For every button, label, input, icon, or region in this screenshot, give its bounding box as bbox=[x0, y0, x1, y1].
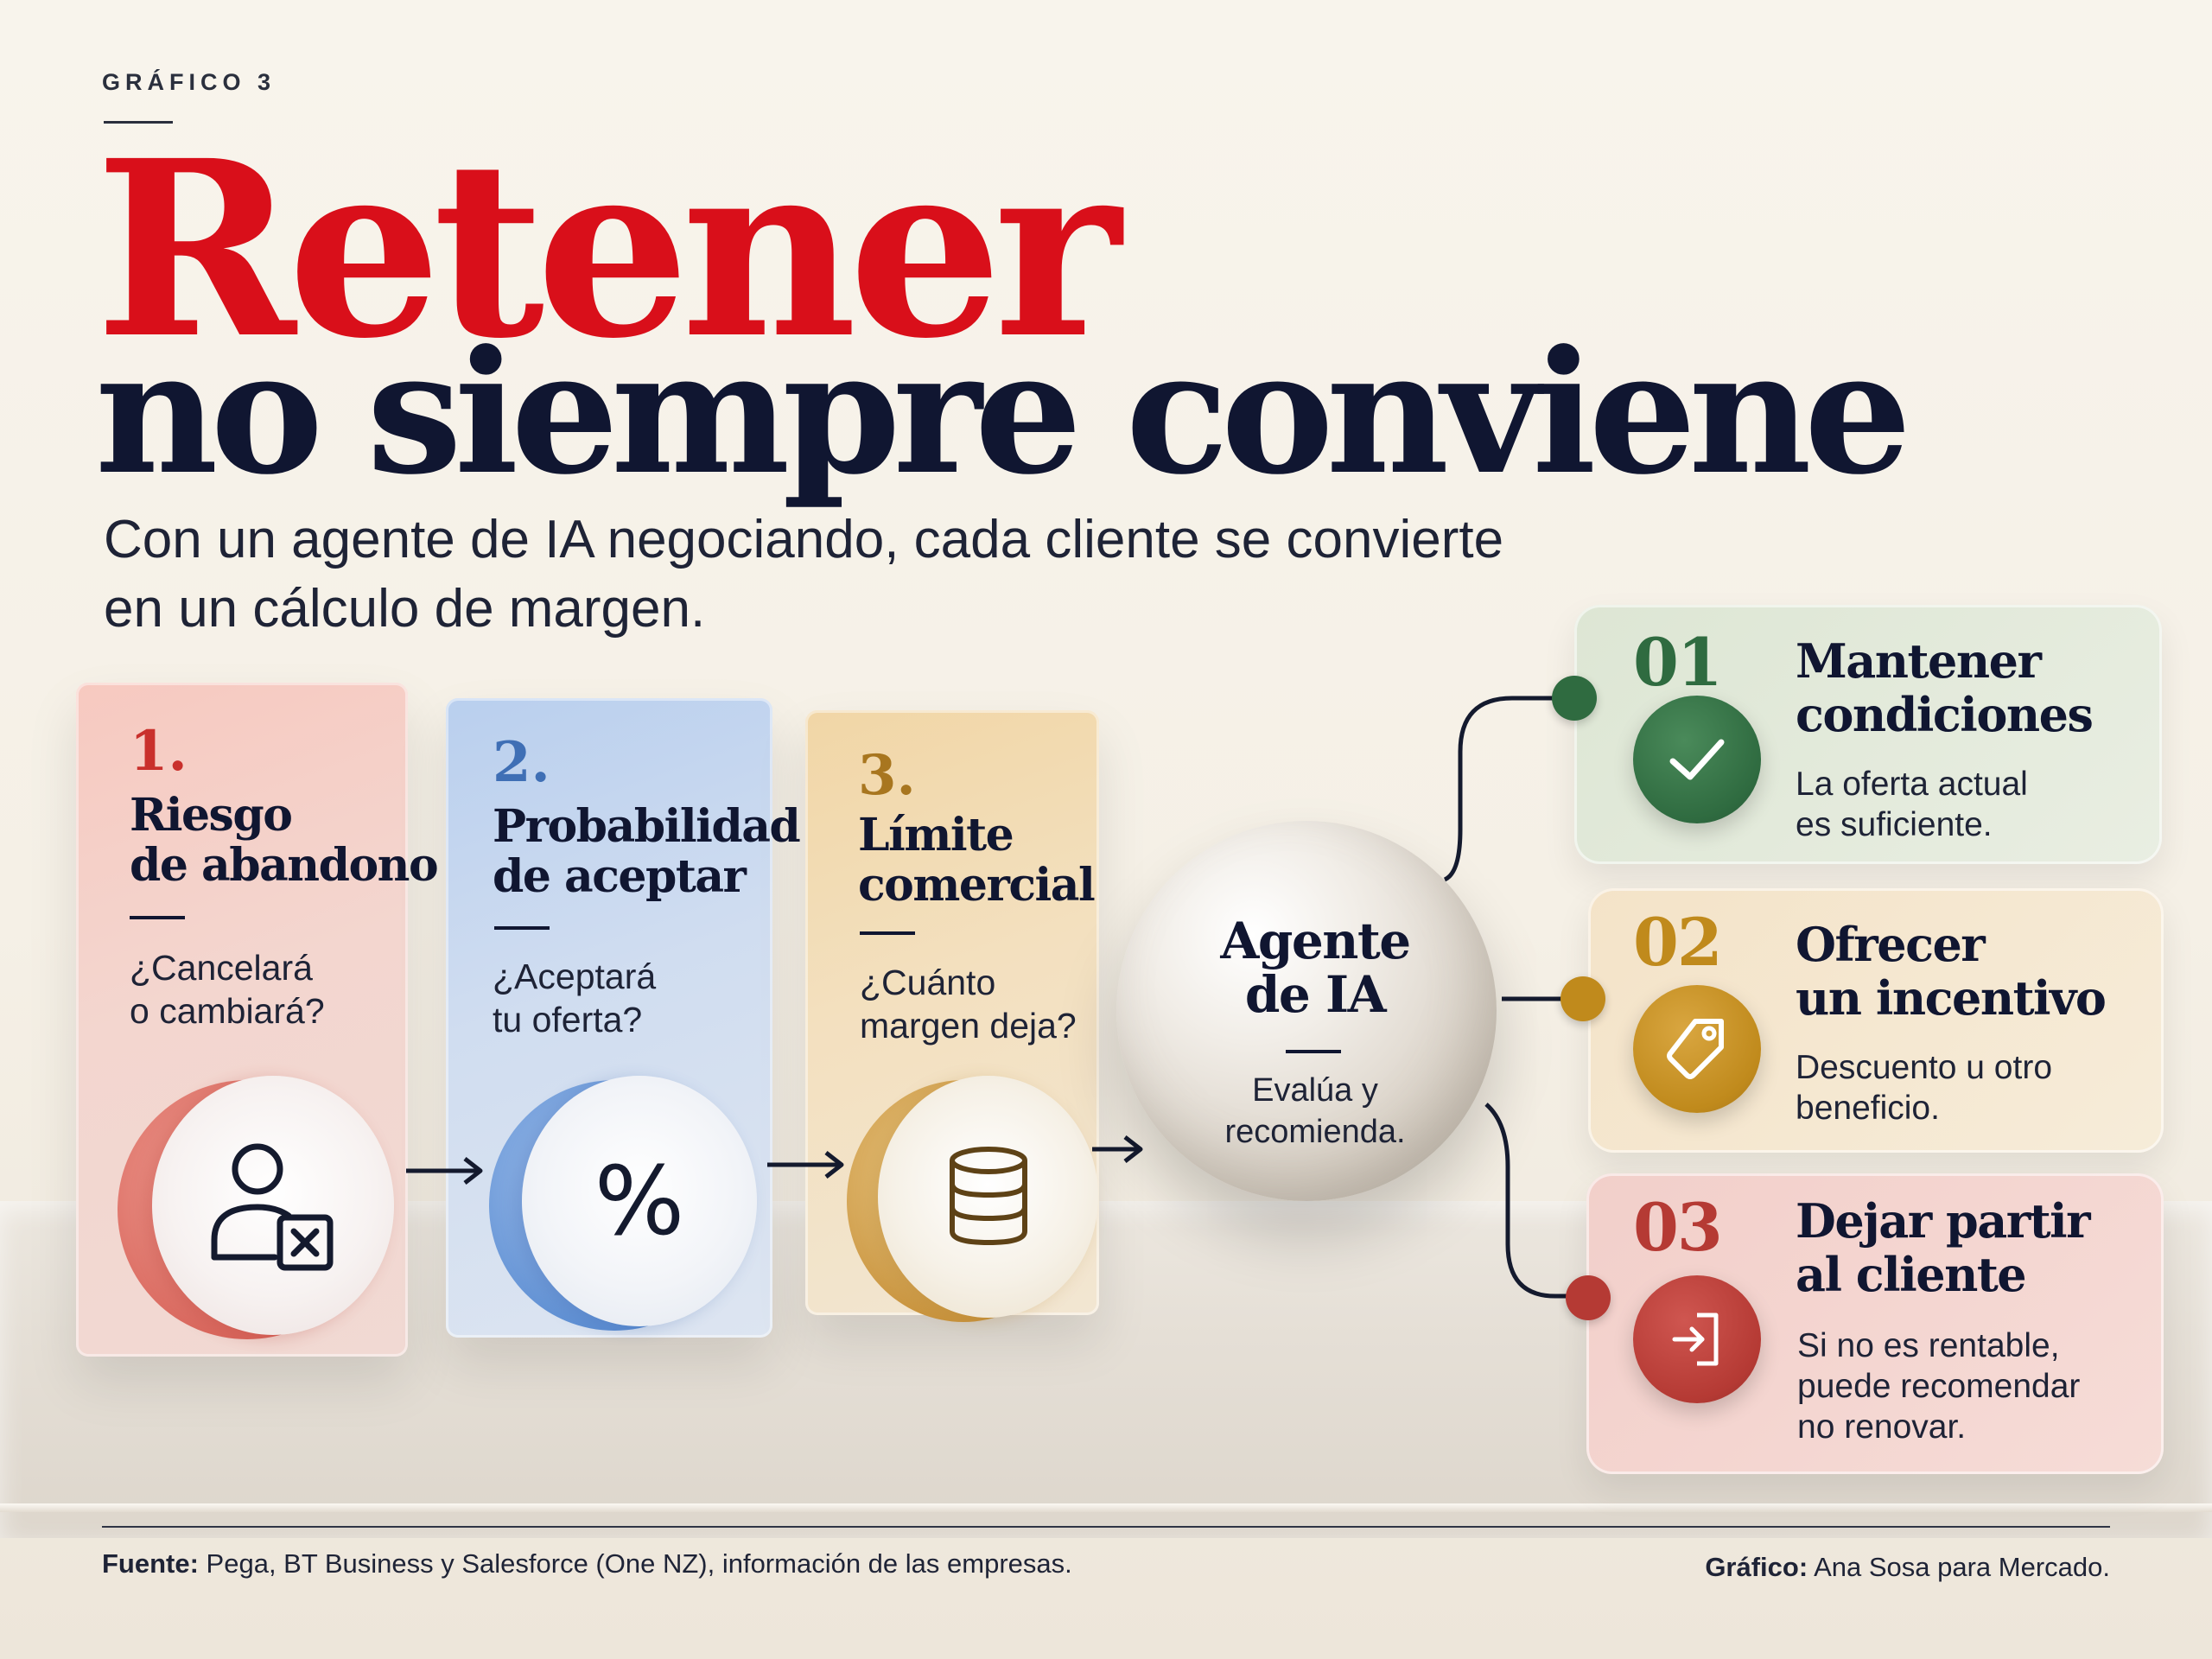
kicker-rule bbox=[104, 121, 173, 124]
option-title-line: al cliente bbox=[1796, 1247, 2027, 1302]
footer-rule bbox=[102, 1526, 2110, 1528]
option-text: La oferta actual es suficiente. bbox=[1796, 764, 2028, 845]
connector-dot bbox=[1560, 976, 1605, 1021]
step-question-line: o cambiará? bbox=[130, 991, 325, 1031]
option-title-line: Mantener bbox=[1796, 633, 2042, 689]
step-rule bbox=[130, 916, 185, 919]
checkmark-badge bbox=[1633, 696, 1761, 823]
option-text: Descuento u otro beneficio. bbox=[1796, 1047, 2052, 1128]
step-question-line: margen deja? bbox=[860, 1006, 1077, 1046]
step-title-line: de abandono bbox=[130, 839, 439, 892]
step-question-line: tu oferta? bbox=[493, 1000, 643, 1039]
user-x-disc bbox=[152, 1076, 394, 1335]
step-question: ¿Aceptará tu oferta? bbox=[493, 955, 656, 1041]
credit-label: Gráfico: bbox=[1705, 1552, 1808, 1582]
agent-rule bbox=[1286, 1050, 1341, 1053]
step-question-line: ¿Cuánto bbox=[860, 963, 996, 1002]
kicker-label: GRÁFICO 3 bbox=[102, 69, 276, 95]
checkmark-icon bbox=[1669, 739, 1725, 780]
step-title-line: comercial bbox=[858, 859, 1096, 912]
option-number: 03 bbox=[1633, 1189, 1723, 1266]
subtitle-line-2: en un cálculo de margen. bbox=[104, 579, 706, 639]
option-title-line: Ofrecer bbox=[1796, 917, 1986, 972]
step-question-line: ¿Cancelará bbox=[130, 948, 313, 988]
agent-text-line: recomienda. bbox=[1224, 1114, 1406, 1150]
arrow-right-icon bbox=[767, 1151, 844, 1179]
exit-door-icon bbox=[1672, 1313, 1719, 1366]
step-number: 3. bbox=[858, 743, 916, 808]
step-title: Probabilidad de aceptar bbox=[493, 800, 801, 903]
connector-dot bbox=[1552, 676, 1597, 721]
agent-sphere bbox=[1116, 821, 1497, 1201]
credit-text: Ana Sosa para Mercado. bbox=[1808, 1552, 2110, 1582]
option-title-line: Dejar partir bbox=[1796, 1193, 2091, 1249]
price-tag-badge bbox=[1633, 985, 1761, 1113]
source-text: Pega, BT Business y Salesforce (One NZ),… bbox=[198, 1548, 1072, 1579]
step-rule bbox=[494, 926, 550, 930]
agent-text: Evalúa y recomienda. bbox=[1160, 1070, 1471, 1153]
option-text-line: es suficiente. bbox=[1796, 806, 1993, 843]
arrow-right-icon bbox=[1092, 1135, 1143, 1163]
option-text-line: puede recomendar bbox=[1797, 1368, 2081, 1405]
step-number: 2. bbox=[493, 730, 550, 795]
option-title-line: un incentivo bbox=[1796, 970, 2107, 1026]
agent-title-line: Agente bbox=[1220, 912, 1411, 970]
floor-edge bbox=[0, 1503, 2212, 1512]
option-title: Ofrecer un incentivo bbox=[1796, 917, 2107, 1026]
source-label: Fuente: bbox=[102, 1548, 199, 1579]
option-title: Mantener condiciones bbox=[1796, 633, 2094, 742]
title-line-1: Retener bbox=[95, 108, 1122, 392]
step-title: Riesgo de abandono bbox=[130, 789, 439, 892]
option-text-line: Si no es rentable, bbox=[1797, 1327, 2060, 1364]
user-x-icon bbox=[211, 1143, 334, 1271]
subtitle-line-1: Con un agente de IA negociando, cada cli… bbox=[104, 510, 1504, 569]
step-title-line: de aceptar bbox=[493, 850, 747, 903]
agent-title: Agente de IA bbox=[1168, 914, 1462, 1021]
step-title: Límite comercial bbox=[858, 809, 1096, 912]
agent-text-line: Evalúa y bbox=[1252, 1072, 1378, 1109]
step-title-line: Riesgo bbox=[130, 789, 293, 842]
price-tag-icon bbox=[1667, 1019, 1724, 1079]
step-question: ¿Cuánto margen deja? bbox=[860, 961, 1077, 1047]
option-text-line: Descuento u otro bbox=[1796, 1049, 2053, 1086]
step-question: ¿Cancelará o cambiará? bbox=[130, 946, 325, 1033]
footer-credit: Gráfico: Ana Sosa para Mercado. bbox=[1705, 1552, 2110, 1583]
coins-stack-icon bbox=[949, 1147, 1027, 1246]
option-number: 02 bbox=[1633, 904, 1723, 981]
step-number: 1. bbox=[130, 719, 188, 784]
title-line-2: no siempre conviene bbox=[95, 314, 1911, 512]
coins-disc bbox=[878, 1076, 1098, 1318]
connector-dot bbox=[1566, 1275, 1611, 1320]
option-title: Dejar partir al cliente bbox=[1796, 1193, 2091, 1302]
arrow-right-icon bbox=[406, 1157, 483, 1185]
footer-source: Fuente: Pega, BT Business y Salesforce (… bbox=[102, 1548, 1072, 1580]
option-text-line: beneficio. bbox=[1796, 1090, 1940, 1127]
exit-badge bbox=[1633, 1275, 1761, 1403]
step-rule bbox=[860, 931, 915, 935]
option-title-line: condiciones bbox=[1796, 687, 2094, 742]
option-number: 01 bbox=[1633, 624, 1723, 701]
percent-disc: % bbox=[522, 1076, 757, 1326]
subtitle: Con un agente de IA negociando, cada cli… bbox=[104, 505, 1676, 644]
agent-title-line: de IA bbox=[1244, 965, 1387, 1024]
option-text: Si no es rentable, puede recomendar no r… bbox=[1797, 1325, 2080, 1447]
step-question-line: ¿Aceptará bbox=[493, 957, 657, 996]
option-text-line: no renovar. bbox=[1797, 1408, 1967, 1446]
step-title-line: Límite bbox=[858, 809, 1014, 861]
step-title-line: Probabilidad bbox=[493, 800, 801, 853]
percent-icon: % bbox=[594, 1146, 685, 1256]
option-text-line: La oferta actual bbox=[1796, 766, 2028, 803]
